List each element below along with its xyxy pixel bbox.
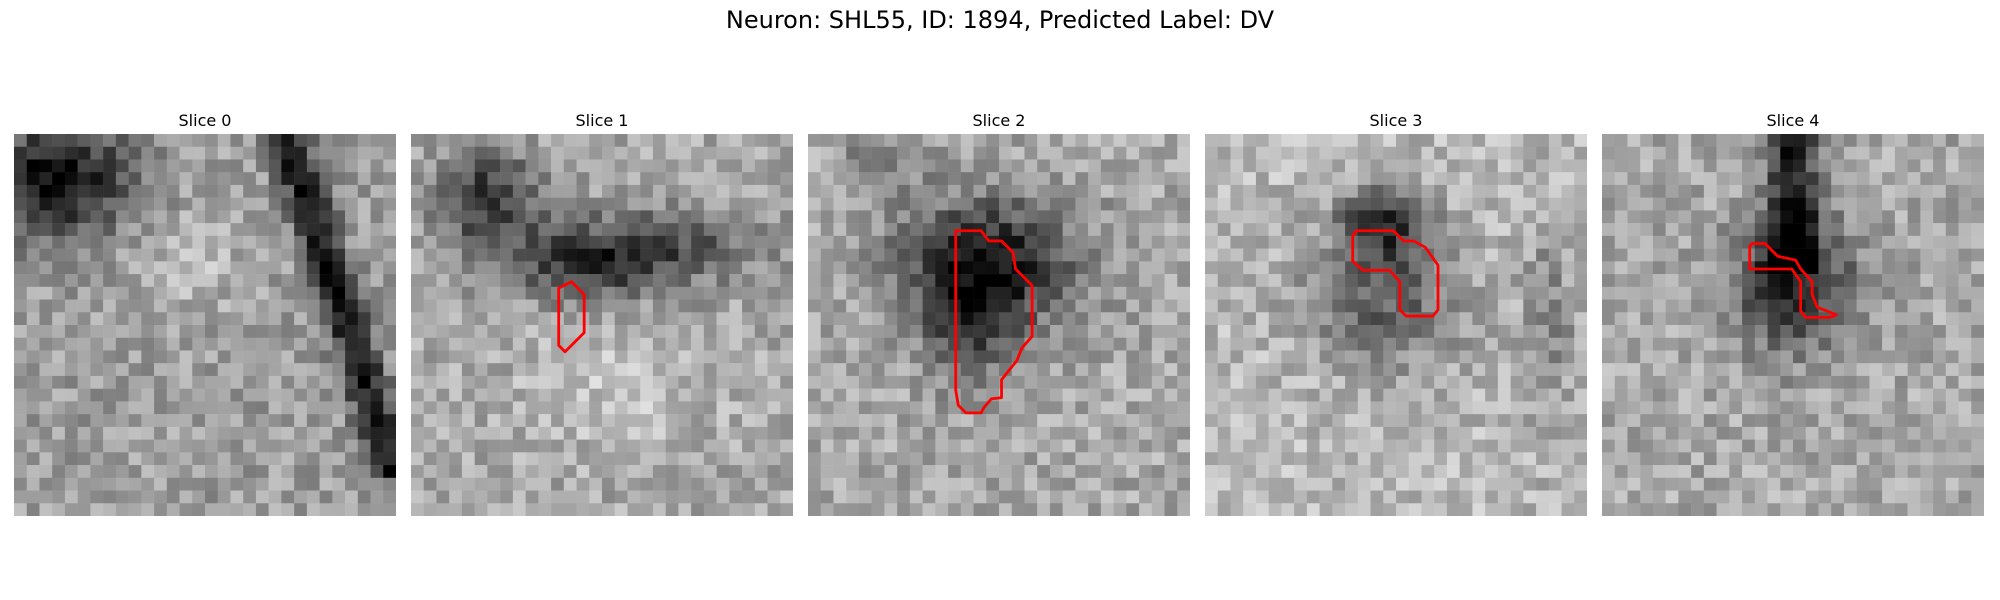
segmentation-contour (1748, 242, 1838, 319)
segmentation-contour (1351, 229, 1440, 318)
slice-image (411, 134, 793, 516)
figure-title: Neuron: SHL55, ID: 1894, Predicted Label… (725, 6, 1275, 34)
slice-title: Slice 2 (972, 111, 1026, 130)
slice-image (1602, 134, 1984, 516)
slice-panel-3: Slice 3 (1205, 110, 1587, 516)
slice-image (14, 134, 396, 516)
slice-panel-2: Slice 2 (808, 110, 1190, 516)
slice-title: Slice 0 (178, 111, 232, 130)
segmentation-contour (954, 229, 1034, 415)
slice-image (808, 134, 1190, 516)
slice-panel-4: Slice 4 (1602, 110, 1984, 516)
slice-title: Slice 1 (575, 111, 629, 130)
slice-title: Slice 4 (1766, 111, 1820, 130)
slice-panel-1: Slice 1 (411, 110, 793, 516)
slice-image (1205, 134, 1587, 516)
slice-title: Slice 3 (1369, 111, 1423, 130)
slice-panel-0: Slice 0 (14, 110, 396, 516)
segmentation-contour (557, 280, 586, 354)
